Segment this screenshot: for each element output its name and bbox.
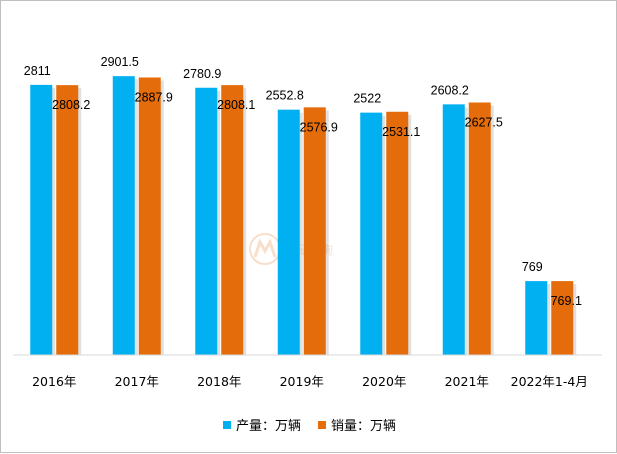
x-tick-label: 2019年	[280, 374, 324, 389]
x-tick-label: 2022年1-4月	[511, 374, 588, 389]
bar-sales	[468, 102, 491, 355]
data-label-production: 2901.5	[101, 55, 139, 69]
data-label-sales: 2576.9	[300, 120, 338, 134]
data-label-sales: 769.1	[551, 294, 582, 308]
bar-production	[442, 104, 465, 355]
legend-swatch-production	[223, 421, 231, 429]
data-label-production: 2780.9	[183, 67, 221, 81]
bar-sales	[551, 281, 574, 355]
data-label-production: 2811	[24, 64, 51, 78]
data-label-sales: 2808.2	[52, 98, 90, 112]
legend: 产量：万辆 销量：万辆	[223, 419, 396, 434]
x-tick-labels: 2016年 2017年 2018年 2019年 2020年 2021年 2022年1-4月	[32, 374, 588, 389]
data-label-production: 2522	[353, 92, 381, 106]
bar-sales	[303, 107, 326, 355]
bar-production	[112, 76, 135, 356]
bar-sales	[386, 111, 409, 355]
bar-sales	[221, 85, 244, 355]
legend-label-sales: 销量：万辆	[331, 419, 396, 434]
bar-production	[525, 281, 548, 355]
bar-production	[277, 109, 300, 355]
legend-label-production: 产量：万辆	[236, 419, 301, 434]
bars-layer: 2811 2808.2 2901.5 2887.9 2780.9 2808.1 2552.8…	[24, 55, 582, 356]
bar-sales	[56, 85, 79, 355]
bar-production	[30, 84, 53, 355]
data-label-sales: 2887.9	[135, 90, 173, 104]
x-tick-label: 2021年	[445, 374, 489, 389]
bar-sales	[138, 77, 161, 355]
legend-swatch-sales	[318, 421, 326, 429]
bar-production	[195, 87, 218, 356]
x-tick-label: 2020年	[362, 374, 406, 389]
data-label-sales: 2627.5	[465, 115, 503, 129]
data-label-sales: 2531.1	[382, 125, 420, 139]
bar-production	[360, 112, 383, 355]
watermark-m-mark	[253, 238, 277, 258]
data-label-sales: 2808.1	[217, 98, 255, 112]
data-label-production: 2608.2	[431, 83, 469, 97]
x-tick-label: 2016年	[32, 374, 76, 389]
data-label-production: 2552.8	[266, 89, 304, 103]
data-label-production: 769	[522, 260, 543, 274]
x-tick-label: 2018年	[197, 374, 241, 389]
x-tick-label: 2017年	[115, 374, 159, 389]
